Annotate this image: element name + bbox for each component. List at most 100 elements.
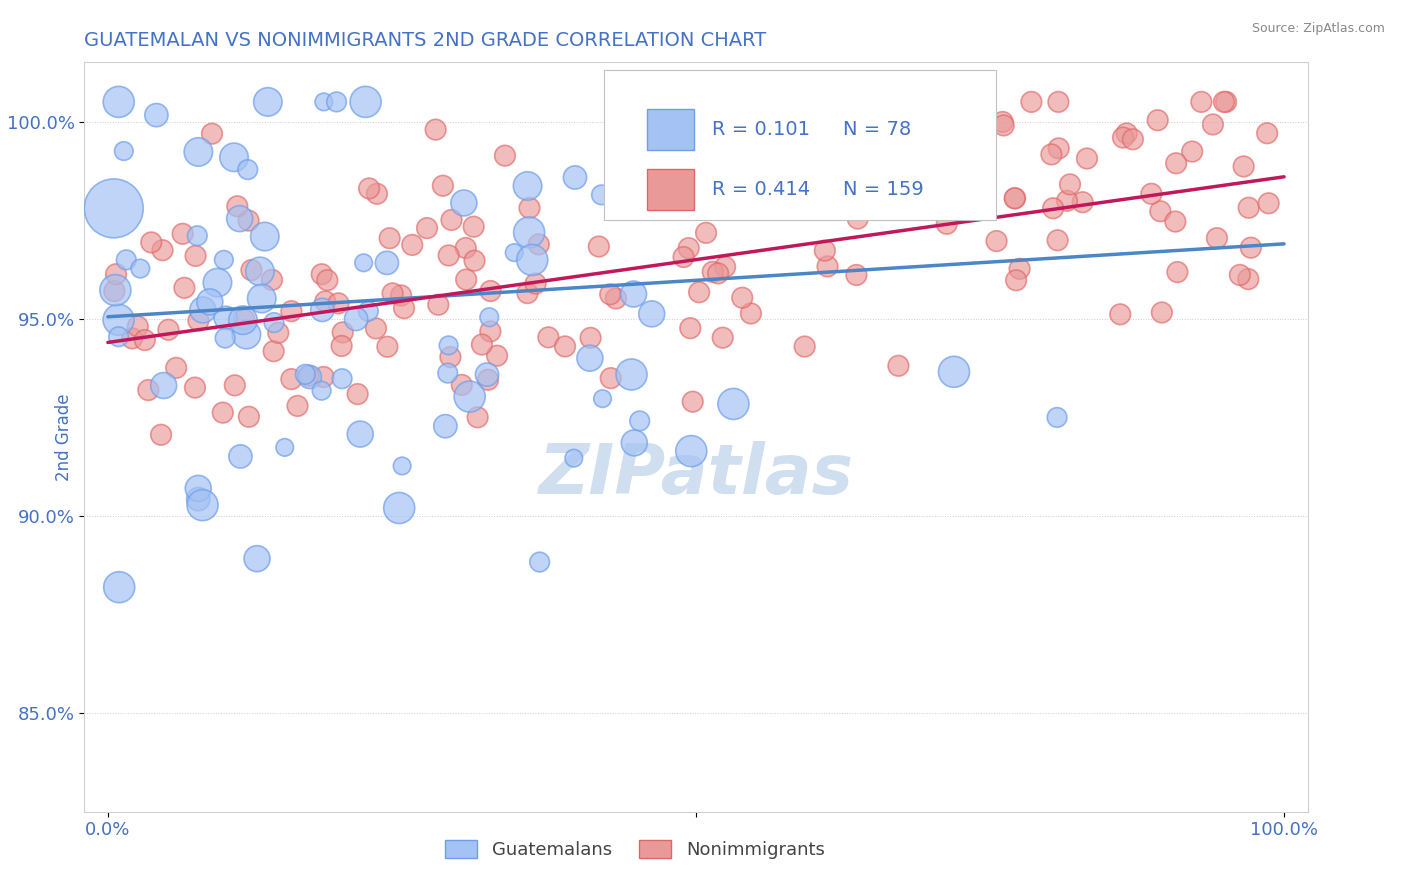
Point xyxy=(187,482,209,496)
Point xyxy=(246,551,269,566)
Point xyxy=(187,492,209,507)
Point xyxy=(249,264,271,278)
Point xyxy=(332,326,354,340)
Point xyxy=(311,302,333,317)
Point xyxy=(1166,265,1188,279)
Point xyxy=(517,226,540,240)
Point xyxy=(440,213,463,227)
Point xyxy=(364,321,387,335)
Point xyxy=(224,378,246,392)
Point xyxy=(620,368,643,382)
Point xyxy=(591,187,613,202)
Point xyxy=(1008,261,1031,276)
Point xyxy=(232,313,254,327)
Point xyxy=(1042,201,1064,215)
Point xyxy=(463,253,485,268)
Point xyxy=(328,296,350,310)
Point xyxy=(1004,191,1026,205)
Point xyxy=(152,378,174,392)
Point xyxy=(702,265,724,279)
Point xyxy=(191,302,214,317)
Point xyxy=(458,390,481,404)
Point xyxy=(1021,95,1043,109)
Point xyxy=(562,451,585,466)
Text: Source: ZipAtlas.com: Source: ZipAtlas.com xyxy=(1251,22,1385,36)
Point xyxy=(1005,273,1028,287)
Point xyxy=(714,260,737,274)
Point xyxy=(401,238,423,252)
Point xyxy=(887,359,910,373)
Point xyxy=(1146,113,1168,128)
Point xyxy=(478,310,501,325)
Point xyxy=(793,339,815,353)
Point xyxy=(1202,118,1225,132)
Point xyxy=(316,273,339,287)
Point xyxy=(104,283,127,297)
Point xyxy=(107,329,129,343)
Point xyxy=(434,419,457,434)
Point xyxy=(357,304,380,318)
Point xyxy=(228,211,250,226)
Point xyxy=(516,178,538,193)
Point xyxy=(312,95,335,109)
Point xyxy=(929,156,952,170)
Point xyxy=(267,326,290,340)
Point xyxy=(1150,305,1173,319)
Point xyxy=(240,263,263,277)
Point xyxy=(901,147,924,161)
Point xyxy=(105,267,128,281)
Point xyxy=(314,294,336,309)
Point xyxy=(346,387,368,401)
Point xyxy=(709,182,731,196)
Point xyxy=(477,373,499,387)
Point xyxy=(524,277,547,291)
Point xyxy=(388,500,411,515)
Point xyxy=(681,444,703,458)
Point xyxy=(191,498,214,512)
Point xyxy=(1140,186,1163,201)
Point xyxy=(475,368,498,382)
Point xyxy=(198,294,221,309)
Point xyxy=(1115,127,1137,141)
Text: GUATEMALAN VS NONIMMIGRANTS 2ND GRADE CORRELATION CHART: GUATEMALAN VS NONIMMIGRANTS 2ND GRADE CO… xyxy=(84,30,766,50)
Point xyxy=(115,252,138,267)
Point xyxy=(1237,201,1260,215)
Point xyxy=(876,136,898,150)
Point xyxy=(253,229,276,244)
Point xyxy=(436,366,458,380)
Point xyxy=(359,181,381,195)
Point xyxy=(924,95,946,109)
Point xyxy=(141,235,163,250)
Point xyxy=(1004,191,1026,205)
Point xyxy=(456,272,478,286)
Point xyxy=(233,312,256,326)
Point xyxy=(1046,233,1069,247)
Point xyxy=(623,287,645,301)
Point xyxy=(830,156,852,170)
Point xyxy=(184,381,207,395)
Point xyxy=(353,256,375,270)
Point xyxy=(814,244,837,258)
Point xyxy=(1215,95,1237,109)
Point xyxy=(214,331,236,345)
Point xyxy=(516,286,538,301)
FancyBboxPatch shape xyxy=(605,70,995,219)
Point xyxy=(325,95,347,109)
Point xyxy=(263,316,285,330)
Point xyxy=(986,234,1008,248)
Point xyxy=(735,193,758,207)
Point xyxy=(1059,178,1081,192)
Point xyxy=(641,307,664,321)
Point xyxy=(1229,268,1251,282)
Point xyxy=(588,239,610,253)
Point xyxy=(1047,95,1070,109)
Point xyxy=(229,450,252,464)
Point xyxy=(1076,152,1098,166)
Point xyxy=(614,169,637,183)
Point xyxy=(605,292,627,306)
Point xyxy=(723,397,745,411)
Point xyxy=(187,145,209,159)
Point xyxy=(1181,145,1204,159)
Point xyxy=(842,134,865,148)
Point xyxy=(522,252,544,267)
